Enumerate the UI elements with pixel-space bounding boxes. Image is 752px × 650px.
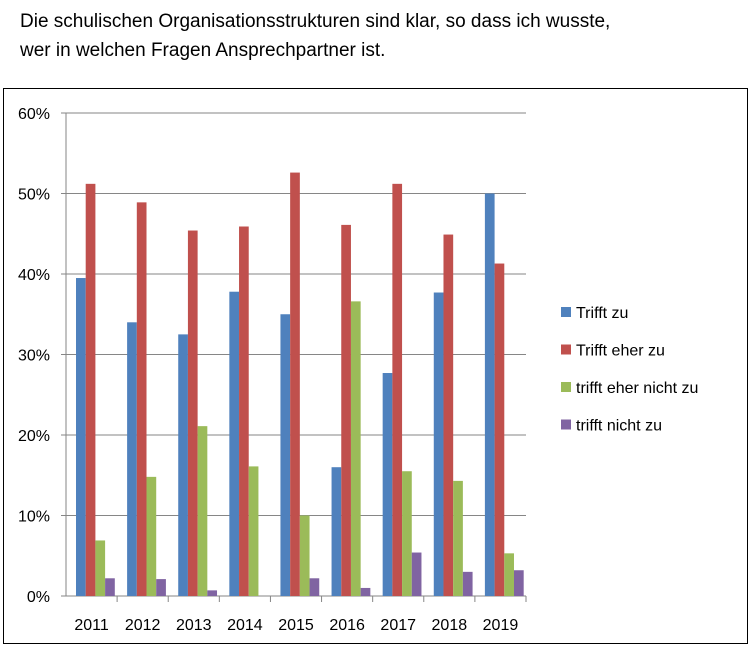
legend-swatch — [561, 419, 571, 430]
y-tick-label: 60% — [18, 106, 50, 123]
x-tick-label: 2013 — [176, 617, 212, 634]
x-tick-label: 2012 — [125, 617, 161, 634]
bar — [187, 230, 198, 596]
x-tick-label: 2017 — [380, 617, 416, 634]
x-tick-label: 2014 — [227, 617, 263, 634]
legend-swatch — [561, 382, 571, 392]
legend-swatch — [561, 307, 571, 317]
legend-label: Trifft eher zu — [576, 343, 665, 360]
y-tick-label: 10% — [18, 509, 50, 526]
bar — [494, 263, 505, 596]
bar — [331, 467, 342, 596]
bar — [207, 590, 218, 596]
bar — [178, 334, 188, 596]
y-tick-label: 50% — [18, 187, 50, 204]
bar — [309, 578, 320, 596]
bar — [197, 426, 208, 596]
bar — [239, 226, 249, 596]
chart-title-line-1: Die schulischen Organisationsstrukturen … — [20, 11, 611, 32]
bar — [484, 193, 495, 596]
y-tick-label: 40% — [18, 267, 50, 284]
x-tick-label: 2011 — [74, 617, 109, 634]
bar — [411, 552, 422, 596]
legend-swatch — [561, 344, 571, 355]
bar — [392, 183, 403, 596]
x-tick-label: 2015 — [278, 617, 314, 634]
bar — [248, 466, 259, 596]
chart-title-line-2: wer in welchen Fragen Ansprechpartner is… — [20, 40, 386, 61]
x-tick-label: 2016 — [329, 617, 365, 634]
x-tick-label: 2018 — [432, 617, 468, 634]
bar — [299, 515, 310, 596]
y-tick-label: 30% — [18, 348, 50, 365]
bar — [156, 579, 166, 596]
bar — [136, 202, 147, 597]
legend-label: Trifft zu — [576, 305, 628, 322]
bar — [513, 570, 524, 596]
bar — [76, 278, 86, 596]
bar — [443, 234, 454, 596]
bar — [350, 301, 361, 596]
bar — [290, 172, 300, 596]
y-tick-label: 20% — [18, 428, 50, 445]
bar — [146, 476, 157, 596]
bar — [402, 471, 412, 596]
y-tick-label: 0% — [27, 589, 50, 606]
bar — [280, 314, 291, 596]
bar — [382, 373, 393, 596]
legend-label: trifft eher nicht zu — [576, 380, 698, 397]
bar — [127, 322, 137, 596]
bar — [229, 291, 240, 596]
legend-label: trifft nicht zu — [576, 418, 662, 435]
bar — [433, 292, 444, 596]
bar — [85, 183, 96, 596]
bar — [462, 571, 473, 596]
bar — [360, 587, 371, 596]
x-tick-label: 2019 — [483, 617, 519, 634]
bar — [504, 553, 514, 596]
bar — [453, 480, 463, 596]
bar — [341, 224, 351, 596]
bar — [95, 540, 106, 596]
bar — [105, 578, 115, 596]
